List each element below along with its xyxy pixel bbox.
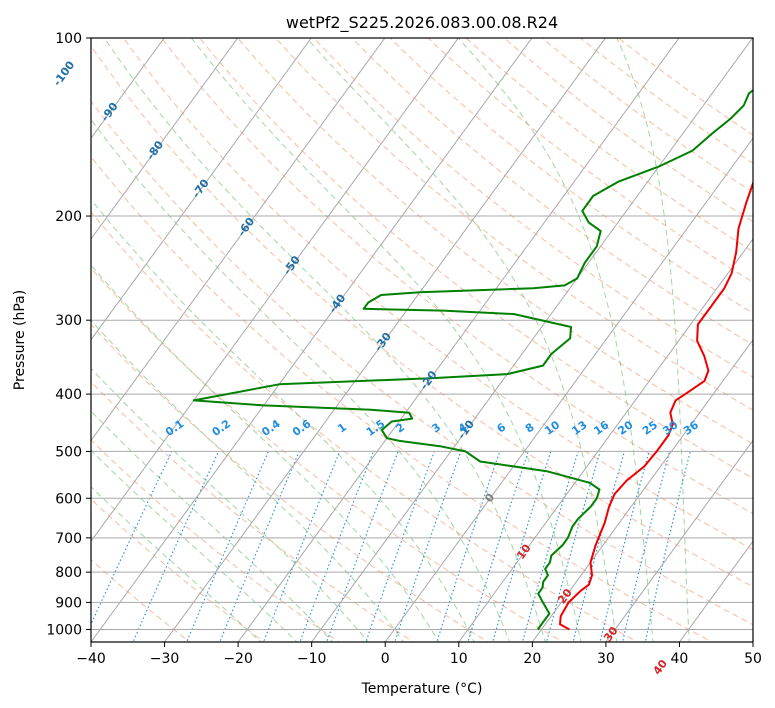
- isotherm-line: [163, 38, 607, 642]
- x-tick-label: −30: [150, 651, 180, 667]
- x-tick-label: −20: [223, 651, 253, 667]
- mixing-ratio-line: [326, 451, 399, 642]
- dry-adiabat: [199, 38, 753, 479]
- isotherm-line: [91, 38, 165, 140]
- isotherm-line: [91, 38, 533, 642]
- dry-adiabat: [91, 323, 489, 642]
- profile-line: [192, 88, 753, 631]
- y-tick-label: 300: [55, 313, 82, 329]
- y-tick-label: 600: [55, 491, 82, 507]
- dry-adiabat: [91, 155, 713, 642]
- dry-adiabat: [91, 45, 753, 588]
- background-lines: [91, 38, 753, 642]
- mixing-ratio-line: [394, 451, 462, 642]
- x-tick-label: 30: [597, 651, 615, 667]
- mixing-ratio-line: [644, 451, 691, 642]
- mixing-ratio-line: [622, 451, 671, 642]
- dry-adiabat: [275, 38, 753, 411]
- mixing-ratio-line: [436, 451, 501, 642]
- plot-frame: [90, 37, 754, 643]
- mixing-ratio-line: [91, 451, 173, 626]
- isotherm-line: [311, 38, 753, 642]
- x-tick-label: 0: [381, 651, 390, 667]
- isotherm-line: [678, 540, 753, 642]
- isotherm-line: [237, 38, 680, 642]
- y-tick-label: 900: [55, 595, 82, 611]
- chart-title: wetPf2_S225.2026.083.00.08.R24: [286, 13, 558, 33]
- isotherm-line: [91, 38, 459, 543]
- mixing-ratio-line: [572, 451, 626, 642]
- x-tick-label: 20: [523, 651, 541, 667]
- isotherm-line: [384, 137, 753, 642]
- y-tick-label: 400: [55, 387, 82, 403]
- y-tick-label: 800: [55, 565, 82, 581]
- mixing-ratio-line: [521, 451, 579, 642]
- dry-adiabat: [389, 38, 753, 314]
- isotherm-line: [91, 38, 312, 341]
- y-tick-label: 1000: [46, 622, 82, 638]
- dry-adiabat: [161, 38, 753, 515]
- mixing-ratio-line: [219, 451, 300, 642]
- x-tick-label: 40: [671, 651, 689, 667]
- x-axis: −40 −30 −20 −10 0 10 20 30 40 50: [76, 642, 762, 667]
- y-axis-title: Pressure (hPa): [12, 290, 28, 390]
- isotherm-line: [91, 38, 386, 442]
- isotherm-line: [458, 238, 753, 642]
- x-tick-label: −10: [297, 651, 327, 667]
- y-tick-label: 500: [55, 444, 82, 460]
- x-tick-label: 10: [450, 651, 468, 667]
- isotherm-line: [91, 38, 239, 240]
- x-tick-label: 50: [744, 651, 762, 667]
- y-tick-label: 200: [55, 209, 82, 225]
- dry-adiabat: [237, 38, 753, 445]
- isotherm-line: [605, 439, 753, 642]
- mixing-ratio-line: [365, 451, 435, 642]
- mixing-ratio-line: [492, 451, 552, 642]
- moist-adiabat: [91, 410, 334, 642]
- mixing-ratio-line: [546, 451, 601, 642]
- isotherm-line: [531, 338, 753, 642]
- y-tick-label: 700: [55, 531, 82, 547]
- y-tick-label: 100: [55, 31, 82, 47]
- mixing-ratio-line: [299, 451, 375, 642]
- mixing-ratio-line: [599, 451, 650, 642]
- x-tick-label: −40: [76, 651, 106, 667]
- y-axis: 100 200 300 400 500 600 700 800 900 1000: [46, 31, 91, 638]
- dry-adiabat: [122, 38, 753, 551]
- x-axis-title: Temperature (°C): [361, 681, 483, 697]
